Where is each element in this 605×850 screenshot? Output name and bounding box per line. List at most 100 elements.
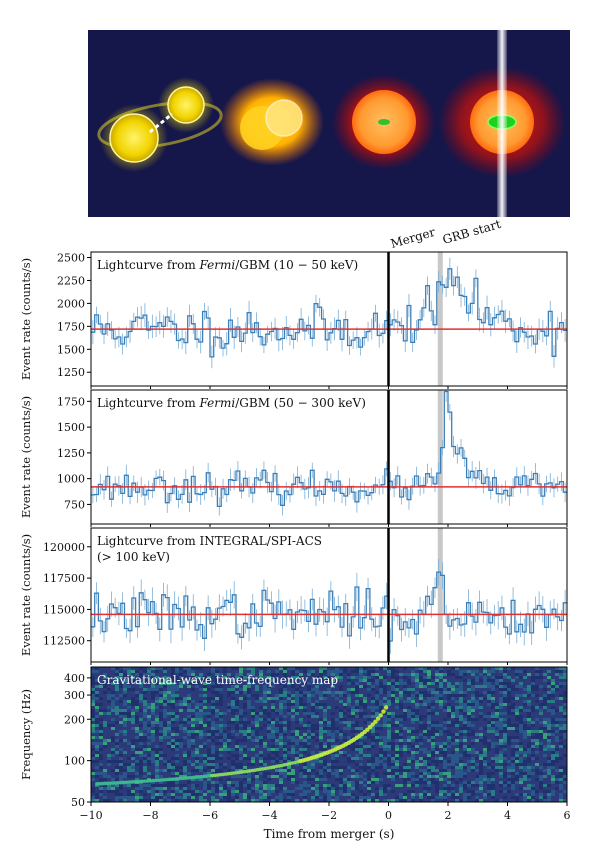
heatmap-cell: [267, 712, 271, 715]
heatmap-cell: [123, 733, 127, 736]
heatmap-cell: [271, 724, 275, 727]
heatmap-cell: [423, 685, 427, 688]
heatmap-cell: [343, 751, 347, 754]
heatmap-cell: [431, 706, 435, 709]
chirp-point: [148, 778, 153, 783]
heatmap-cell: [143, 667, 147, 670]
heatmap-cell: [515, 694, 519, 697]
heatmap-cell: [475, 739, 479, 742]
heatmap-cell: [283, 700, 287, 703]
heatmap-cell: [419, 757, 423, 760]
heatmap-cell: [227, 781, 231, 784]
heatmap-cell: [95, 685, 99, 688]
heatmap-cell: [151, 796, 155, 799]
heatmap-cell: [135, 778, 139, 781]
heatmap-cell: [167, 724, 171, 727]
heatmap-cell: [487, 766, 491, 769]
heatmap-cell: [135, 751, 139, 754]
heatmap-cell: [223, 712, 227, 715]
heatmap-cell: [379, 745, 383, 748]
heatmap-cell: [395, 730, 399, 733]
heatmap-cell: [519, 682, 523, 685]
heatmap-cell: [415, 676, 419, 679]
chirp-point: [269, 765, 273, 770]
heatmap-cell: [563, 745, 567, 748]
chirp-point: [159, 778, 164, 782]
heatmap-cell: [371, 760, 375, 763]
heatmap-cell: [483, 796, 487, 799]
heatmap-cell: [399, 718, 403, 721]
heatmap-cell: [391, 691, 395, 694]
heatmap-cell: [419, 670, 423, 673]
heatmap-cell: [471, 769, 475, 772]
heatmap-cell: [371, 742, 375, 745]
heatmap-cell: [295, 667, 299, 670]
heatmap-cell: [487, 781, 491, 784]
heatmap-cell: [299, 769, 303, 772]
heatmap-cell: [227, 673, 231, 676]
heatmap-cell: [299, 736, 303, 739]
heatmap-cell: [379, 736, 383, 739]
heatmap-cell: [471, 751, 475, 754]
heatmap-cell: [423, 751, 427, 754]
heatmap-cell: [271, 784, 275, 787]
heatmap-cell: [547, 739, 551, 742]
heatmap-cell: [347, 709, 351, 712]
heatmap-cell: [495, 676, 499, 679]
heatmap-cell: [151, 784, 155, 787]
heatmap-cell: [447, 691, 451, 694]
heatmap-cell: [411, 751, 415, 754]
heatmap-cell: [199, 676, 203, 679]
heatmap-cell: [159, 742, 163, 745]
heatmap-cell: [311, 715, 315, 718]
heatmap-cell: [91, 709, 95, 712]
heatmap-cell: [131, 676, 135, 679]
heatmap-cell: [459, 682, 463, 685]
heatmap-cell: [439, 769, 443, 772]
heatmap-cell: [383, 772, 387, 775]
heatmap-cell: [491, 742, 495, 745]
heatmap-cell: [495, 712, 499, 715]
heatmap-cell: [515, 673, 519, 676]
heatmap-cell: [187, 730, 191, 733]
heatmap-cell: [283, 745, 287, 748]
heatmap-cell: [275, 670, 279, 673]
heatmap-cell: [563, 709, 567, 712]
heatmap-cell: [159, 730, 163, 733]
heatmap-cell: [535, 706, 539, 709]
heatmap-cell: [383, 766, 387, 769]
heatmap-cell: [535, 739, 539, 742]
heatmap-cell: [531, 676, 535, 679]
heatmap-cell: [171, 727, 175, 730]
heatmap-cell: [471, 685, 475, 688]
heatmap-cell: [523, 730, 527, 733]
heatmap-cell: [291, 673, 295, 676]
heatmap-cell: [199, 730, 203, 733]
heatmap-cell: [255, 739, 259, 742]
heatmap-cell: [207, 772, 211, 775]
heatmap-cell: [539, 742, 543, 745]
heatmap-cell: [463, 703, 467, 706]
heatmap-cell: [247, 688, 251, 691]
heatmap-cell: [131, 739, 135, 742]
heatmap-cell: [303, 694, 307, 697]
heatmap-cell: [395, 700, 399, 703]
heatmap-cell: [439, 676, 443, 679]
heatmap-cell: [523, 760, 527, 763]
heatmap-cell: [519, 772, 523, 775]
heatmap-cell: [315, 739, 319, 742]
heatmap-cell: [255, 721, 259, 724]
heatmap-cell: [387, 715, 391, 718]
heatmap-cell: [119, 796, 123, 799]
heatmap-cell: [319, 742, 323, 745]
heatmap-cell: [527, 796, 531, 799]
heatmap-cell: [463, 781, 467, 784]
y-axis-label: Event rate (counts/s): [19, 534, 33, 656]
heatmap-cell: [459, 718, 463, 721]
heatmap-cell: [499, 751, 503, 754]
heatmap-cell: [91, 787, 95, 790]
heatmap-cell: [191, 739, 195, 742]
heatmap-cell: [95, 760, 99, 763]
heatmap-cell: [479, 763, 483, 766]
heatmap-cell: [219, 796, 223, 799]
